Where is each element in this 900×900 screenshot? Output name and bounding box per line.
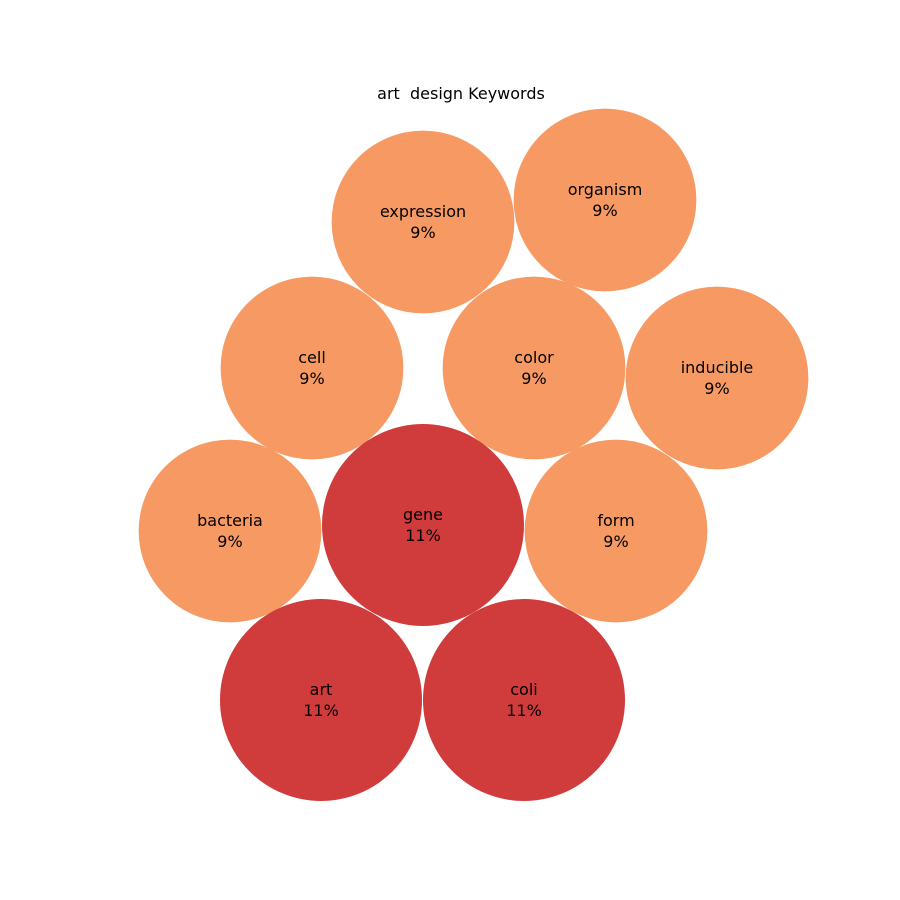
bubble-circle-gene [322, 424, 524, 626]
bubble-label-form: form [597, 511, 634, 530]
bubble-value-form: 9% [603, 532, 628, 551]
bubble-value-organism: 9% [592, 201, 617, 220]
bubble-value-art: 11% [303, 701, 339, 720]
bubble-coli: coli 11% [423, 599, 625, 801]
bubble-value-inducible: 9% [704, 379, 729, 398]
bubble-circle-art [220, 599, 422, 801]
bubble-organism: organism 9% [513, 108, 697, 292]
bubble-circle-coli [423, 599, 625, 801]
bubble-value-color: 9% [521, 369, 546, 388]
bubble-label-gene: gene [403, 505, 443, 524]
bubble-color: color 9% [442, 276, 626, 460]
bubble-value-coli: 11% [506, 701, 542, 720]
bubble-inducible: inducible 9% [625, 286, 809, 470]
bubble-value-expression: 9% [410, 223, 435, 242]
bubble-value-gene: 11% [405, 526, 441, 545]
bubble-bacteria: bacteria 9% [138, 439, 322, 623]
bubble-label-color: color [514, 348, 554, 367]
bubble-label-inducible: inducible [681, 358, 754, 377]
bubble-circle-bacteria [138, 439, 322, 623]
bubble-value-cell: 9% [299, 369, 324, 388]
bubble-circle-color [442, 276, 626, 460]
bubble-label-organism: organism [568, 180, 643, 199]
bubble-cell: cell 9% [220, 276, 404, 460]
bubble-expression: expression 9% [331, 130, 515, 314]
bubble-circle-organism [513, 108, 697, 292]
bubble-label-bacteria: bacteria [197, 511, 263, 530]
bubble-circle-expression [331, 130, 515, 314]
bubble-label-art: art [310, 680, 333, 699]
bubble-circle-cell [220, 276, 404, 460]
bubble-circle-inducible [625, 286, 809, 470]
bubble-circle-form [524, 439, 708, 623]
bubble-value-bacteria: 9% [217, 532, 242, 551]
chart-title: art design Keywords [377, 84, 545, 103]
bubble-gene: gene 11% [322, 424, 524, 626]
bubble-art: art 11% [220, 599, 422, 801]
bubble-form: form 9% [524, 439, 708, 623]
bubble-label-expression: expression [380, 202, 466, 221]
bubble-label-cell: cell [298, 348, 326, 367]
bubble-label-coli: coli [510, 680, 537, 699]
